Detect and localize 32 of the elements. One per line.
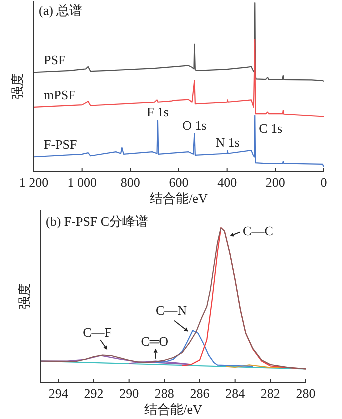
x-axis-title: 结合能/eV: [144, 402, 203, 417]
annotation: O 1s: [182, 118, 207, 133]
y-axis-title: 强度: [17, 284, 32, 310]
x-tick-label: 288: [154, 386, 174, 401]
annotation: C—N: [156, 302, 188, 318]
x-tick-label: 286: [190, 386, 210, 401]
annotation: C—F: [83, 325, 112, 340]
x-tick-label: 200: [266, 175, 286, 190]
annotation: N 1s: [216, 135, 240, 150]
x-tick-label: 284: [226, 386, 246, 401]
x-tick-label: 280: [296, 386, 316, 401]
annotation: C═O: [141, 334, 168, 349]
annotation: C—C: [243, 223, 274, 238]
series-label: PSF: [44, 52, 66, 68]
y-axis-title: 强度: [10, 74, 25, 100]
annotation: C 1s: [259, 121, 283, 136]
chart-title: (b) F-PSF C分峰谱: [46, 214, 149, 229]
x-tick-label: 292: [84, 386, 104, 401]
annotation: F 1s: [146, 104, 169, 120]
series-label: mPSF: [44, 87, 76, 102]
x-tick-label: 282: [260, 386, 280, 401]
x-tick-label: 290: [120, 386, 140, 401]
x-tick-label: 1 000: [68, 175, 97, 190]
series-label: F-PSF: [44, 137, 78, 152]
x-tick-label: 400: [218, 175, 238, 190]
x-tick-label: 294: [48, 386, 69, 401]
x-tick-label: 600: [169, 175, 189, 190]
x-tick-label: 0: [320, 175, 328, 190]
x-tick-label: 800: [120, 175, 140, 190]
x-axis-title: 结合能/eV: [150, 191, 208, 206]
x-tick-label: 1 200: [19, 175, 49, 190]
chart-title: (a) 总谱: [39, 3, 83, 18]
